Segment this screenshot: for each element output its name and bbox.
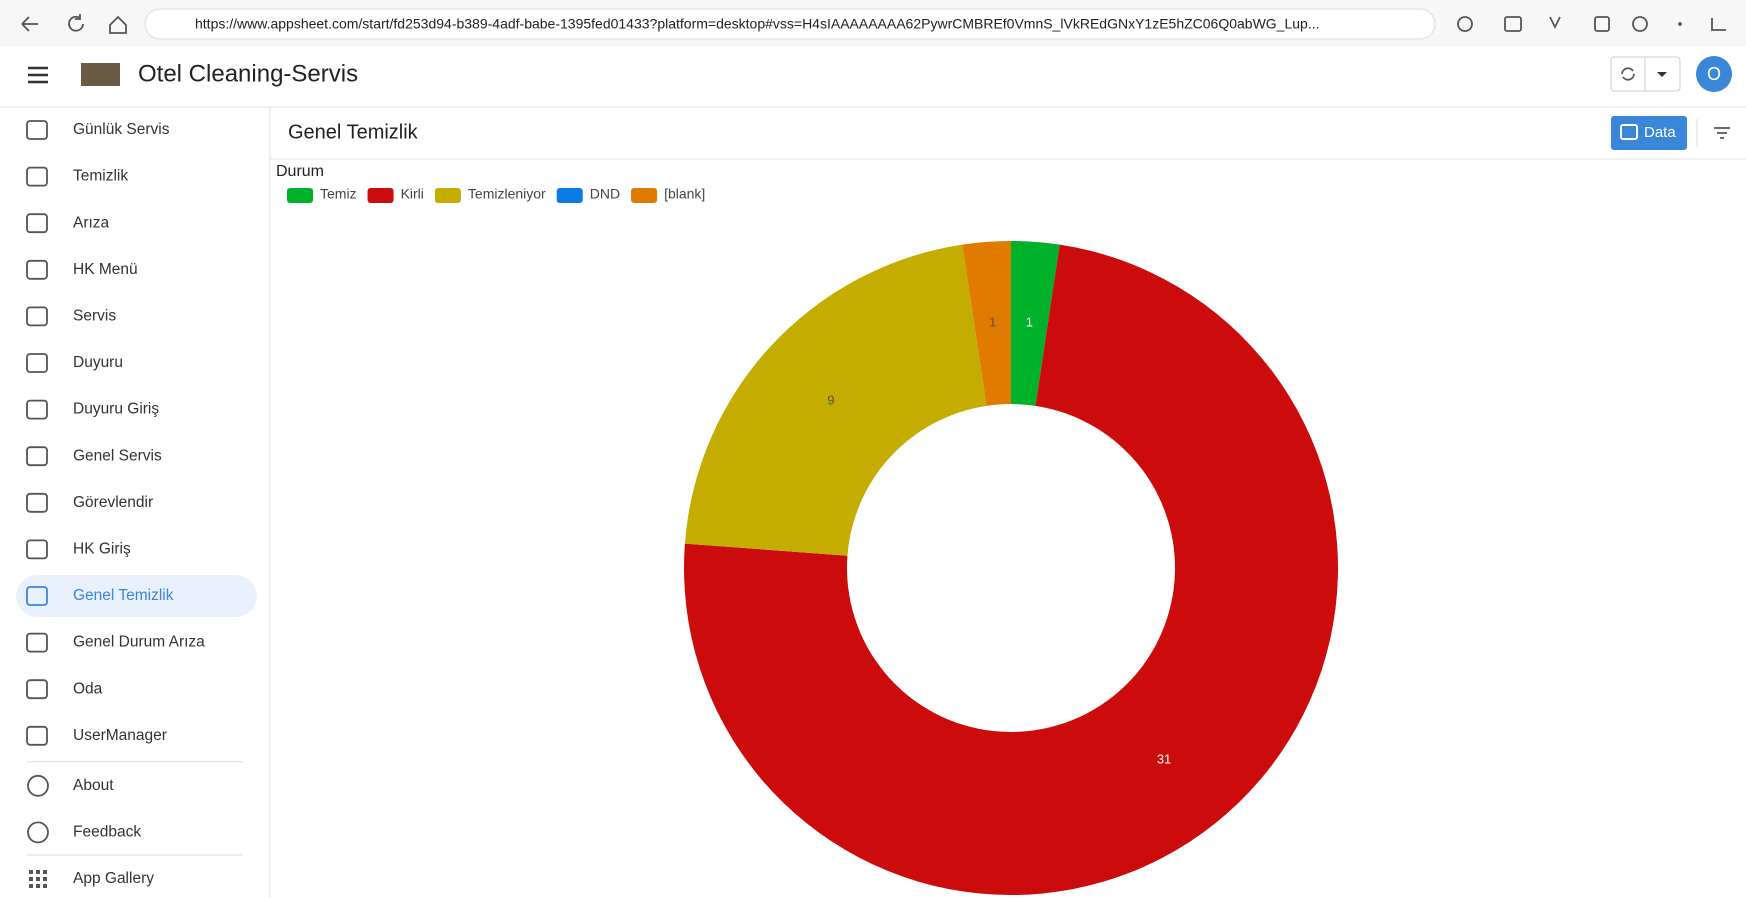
- nav-icon: [26, 259, 48, 280]
- home-button[interactable]: [109, 15, 127, 34]
- nav-item[interactable]: UserManager: [73, 727, 167, 744]
- back-button[interactable]: [21, 16, 38, 32]
- nav-item[interactable]: Arıza: [73, 214, 110, 231]
- nav-active-bg: [16, 575, 257, 617]
- nav-item[interactable]: Servis: [73, 307, 116, 324]
- address-bar[interactable]: [144, 8, 1436, 40]
- nav-icon: [27, 821, 49, 844]
- data-label: 9: [827, 392, 834, 407]
- nav-icon: [26, 166, 48, 187]
- nav-item[interactable]: Günlük Servis: [73, 121, 170, 138]
- nav-icon: [29, 870, 47, 888]
- nav-item[interactable]: Temizlik: [73, 168, 128, 185]
- nav-item[interactable]: Görevlendir: [73, 494, 153, 511]
- app-title: Otel Cleaning-Servis: [138, 60, 358, 87]
- app-logo: [81, 63, 120, 86]
- menu-button[interactable]: [28, 66, 48, 84]
- avatar[interactable]: [1696, 56, 1732, 92]
- data-button-label: Data: [1644, 124, 1676, 141]
- nav-icon: [26, 353, 48, 373]
- nav-icon: [26, 632, 48, 653]
- nav-icon: [26, 492, 48, 513]
- legend-label: Temiz: [320, 186, 357, 202]
- legend-title: Durum: [276, 163, 324, 180]
- legend: Temiz Kirli Temizleniyor DND [blank]: [287, 186, 705, 203]
- nav-item[interactable]: Genel Durum Arıza: [73, 634, 205, 651]
- legend-label: Temizleniyor: [468, 186, 546, 202]
- sync-icon: [1621, 67, 1635, 81]
- url: https://www.appsheet.com/start/fd253d94-…: [195, 16, 1320, 32]
- filter-button[interactable]: [1714, 127, 1730, 139]
- nav-icon: [26, 725, 48, 746]
- donut-chart: 1 31 9 1: [684, 241, 1339, 895]
- legend-label: Kirli: [401, 186, 424, 202]
- avatar-letter: O: [1707, 64, 1721, 84]
- nav-item[interactable]: Duyuru Giriş: [73, 401, 159, 418]
- nav-icon: [26, 539, 48, 560]
- donut-slice: [684, 244, 987, 556]
- nav-item[interactable]: Genel Temizlik: [73, 587, 174, 604]
- browser-icons: [1457, 16, 1726, 32]
- legend-swatch: [367, 188, 394, 203]
- nav-item[interactable]: Feedback: [73, 823, 141, 840]
- donut-slice: [1011, 241, 1060, 406]
- view-title: Genel Temizlik: [288, 121, 419, 143]
- nav-item[interactable]: Genel Servis: [73, 447, 162, 464]
- nav-item[interactable]: App Gallery: [73, 870, 154, 887]
- nav-item[interactable]: Oda: [73, 680, 103, 697]
- legend-swatch: [631, 188, 658, 203]
- nav-item[interactable]: Duyuru: [73, 354, 123, 371]
- sidebar: Günlük Servis Temizlik Arıza HK Menü Servis D…: [16, 120, 257, 888]
- legend-label: DND: [590, 186, 620, 202]
- data-icon: [1620, 124, 1638, 140]
- nav-item[interactable]: HK Menü: [73, 261, 138, 278]
- nav-icon: [26, 446, 48, 467]
- nav-icon: [26, 306, 48, 327]
- reload-button[interactable]: [68, 14, 84, 32]
- donut-slice: [684, 244, 1339, 895]
- data-label: 1: [989, 315, 996, 330]
- nav-icon: [26, 120, 48, 140]
- nav-icon: [27, 774, 49, 797]
- legend-swatch: [556, 188, 583, 203]
- data-label: 1: [1026, 315, 1033, 330]
- legend-swatch: [287, 188, 313, 203]
- legend-label: [blank]: [664, 186, 705, 202]
- sync-dropdown[interactable]: [1657, 72, 1667, 77]
- donut-slice: [962, 241, 1011, 406]
- nav-icon: [26, 399, 48, 420]
- nav-icon: [26, 586, 48, 606]
- nav-item[interactable]: About: [73, 777, 114, 794]
- legend-swatch: [434, 188, 461, 203]
- data-label: 31: [1157, 751, 1171, 766]
- nav-item[interactable]: HK Giriş: [73, 540, 131, 557]
- nav-icon: [26, 213, 48, 234]
- nav-icon: [26, 679, 48, 700]
